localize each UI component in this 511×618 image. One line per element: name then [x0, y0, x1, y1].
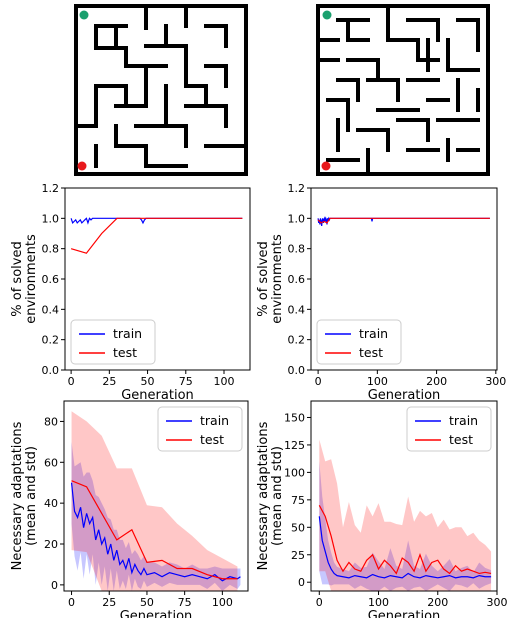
x-tick-label: 0: [68, 596, 75, 609]
series-line-test: [317, 217, 490, 224]
y-tick-label: 1.0: [288, 212, 306, 225]
x-axis-label: Generation: [121, 388, 194, 403]
y-tick-label: 150: [284, 411, 305, 424]
y-tick-label: 0.0: [288, 364, 306, 377]
y-axis-label: Necessary adaptations: [256, 421, 271, 570]
std-band-train: [71, 441, 241, 591]
y-tick-label: 0: [298, 576, 305, 589]
x-tick-label: 100: [367, 375, 388, 388]
legend-label-test: test: [113, 345, 137, 360]
legend-label-train: train: [113, 326, 142, 341]
y-tick-label: 0.6: [42, 273, 60, 286]
x-tick-label: 0: [316, 596, 323, 609]
y-tick-label: 125: [284, 439, 305, 452]
maze-left-start-dot: [79, 10, 89, 20]
plot-frame: [310, 400, 498, 592]
maze-left-goal-dot: [77, 161, 87, 171]
y-axis-label: (mean and std): [24, 446, 39, 546]
y-tick-label: 0: [51, 579, 58, 592]
chart-1: 0.0 0.2 0.4 0.6 0.8 1.0 1.2 0 25 50 75 100 Generatio…: [10, 182, 251, 403]
maze-right-goal-dot: [321, 161, 331, 171]
legend-label-train: train: [359, 326, 388, 341]
std-band-test: [319, 439, 492, 591]
x-tick-label: 25: [102, 596, 116, 609]
y-tick-label: 100: [284, 466, 305, 479]
legend: train test: [406, 406, 492, 452]
x-tick-label: 100: [212, 596, 233, 609]
series-line-test: [70, 217, 243, 254]
x-tick-label: 200: [427, 596, 448, 609]
x-tick-label: 100: [368, 596, 389, 609]
y-tick-label: 0.6: [288, 273, 306, 286]
series-line-train: [318, 516, 492, 579]
legend-label-train: train: [200, 413, 229, 428]
x-tick-label: 0: [315, 375, 322, 388]
x-tick-label: 200: [426, 375, 447, 388]
series-line-test: [71, 480, 238, 580]
y-tick-label: 75: [291, 494, 305, 507]
legend-label-test: test: [449, 432, 473, 447]
chart-3: 0 20 40 60 80 0 25 50 75 100 Generation Necessary a…: [10, 400, 249, 618]
x-tick-label: 75: [179, 375, 193, 388]
legend-label-train: train: [449, 413, 478, 428]
y-tick-label: 0.2: [288, 334, 306, 347]
x-tick-label: 50: [140, 596, 154, 609]
y-tick-label: 40: [44, 497, 58, 510]
y-tick-label: 0.2: [42, 334, 60, 347]
y-axis-label: % of solved: [10, 241, 25, 316]
x-tick-label: 300: [487, 596, 508, 609]
y-tick-label: 1.2: [288, 182, 306, 195]
x-axis-label: Generation: [368, 609, 441, 618]
maze-right-border: [316, 4, 490, 176]
x-tick-label: 0: [68, 375, 75, 388]
charts-layer: 0.00.20.40.60.81.01.20 25 50 75 100Generatio…: [10, 182, 508, 618]
y-tick-label: 0.4: [42, 303, 60, 316]
y-axis-label: environments: [270, 234, 285, 324]
y-tick-label: 0.8: [42, 243, 60, 256]
y-tick-label: 50: [291, 521, 305, 534]
chart-4: 0 25 50 75 100 125 150 0 100 200 300 Generation Nece…: [256, 400, 508, 618]
legend: train test: [70, 319, 156, 365]
y-tick-label: 0.0: [42, 364, 60, 377]
x-axis-label: Generation: [368, 388, 441, 403]
y-tick-label: 20: [44, 538, 58, 551]
x-tick-label: 100: [214, 375, 235, 388]
maze-left: [74, 4, 248, 176]
plot-frame: [63, 400, 249, 592]
y-axis-label: (mean and std): [270, 446, 285, 546]
series-line-test: [318, 505, 492, 575]
legend-label-test: test: [359, 345, 383, 360]
x-tick-label: 300: [485, 375, 506, 388]
x-tick-label: 25: [102, 375, 116, 388]
std-band-test: [71, 411, 238, 591]
maze-left-walls: [74, 4, 248, 168]
y-axis-label: Necessary adaptations: [10, 421, 25, 570]
y-axis-label: % of solved: [256, 241, 271, 316]
maze-left-border: [74, 4, 248, 176]
series-line-train: [70, 482, 241, 582]
y-tick-label: 1.0: [42, 212, 60, 225]
x-tick-label: 75: [178, 596, 192, 609]
legend: train test: [316, 319, 402, 365]
maze-right: [316, 4, 490, 176]
y-tick-label: 1.2: [42, 182, 60, 195]
y-tick-label: 0.4: [288, 303, 306, 316]
legend: train test: [157, 406, 243, 452]
y-axis-label: environments: [24, 234, 39, 324]
chart-2: 0.0 0.2 0.4 0.6 0.8 1.0 1.2 0 100 200 300 Generatio…: [256, 182, 506, 403]
y-tick-label: 80: [44, 415, 58, 428]
y-tick-label: 60: [44, 456, 58, 469]
maze-right-start-dot: [322, 10, 332, 20]
legend-label-test: test: [200, 432, 224, 447]
y-tick-label: 0.8: [288, 243, 306, 256]
maze-right-walls: [316, 4, 480, 176]
x-tick-label: 50: [141, 375, 155, 388]
y-tick-label: 25: [291, 549, 305, 562]
series-line-train: [317, 216, 490, 226]
x-axis-label: Generation: [120, 609, 193, 618]
series-line-train: [70, 217, 243, 225]
